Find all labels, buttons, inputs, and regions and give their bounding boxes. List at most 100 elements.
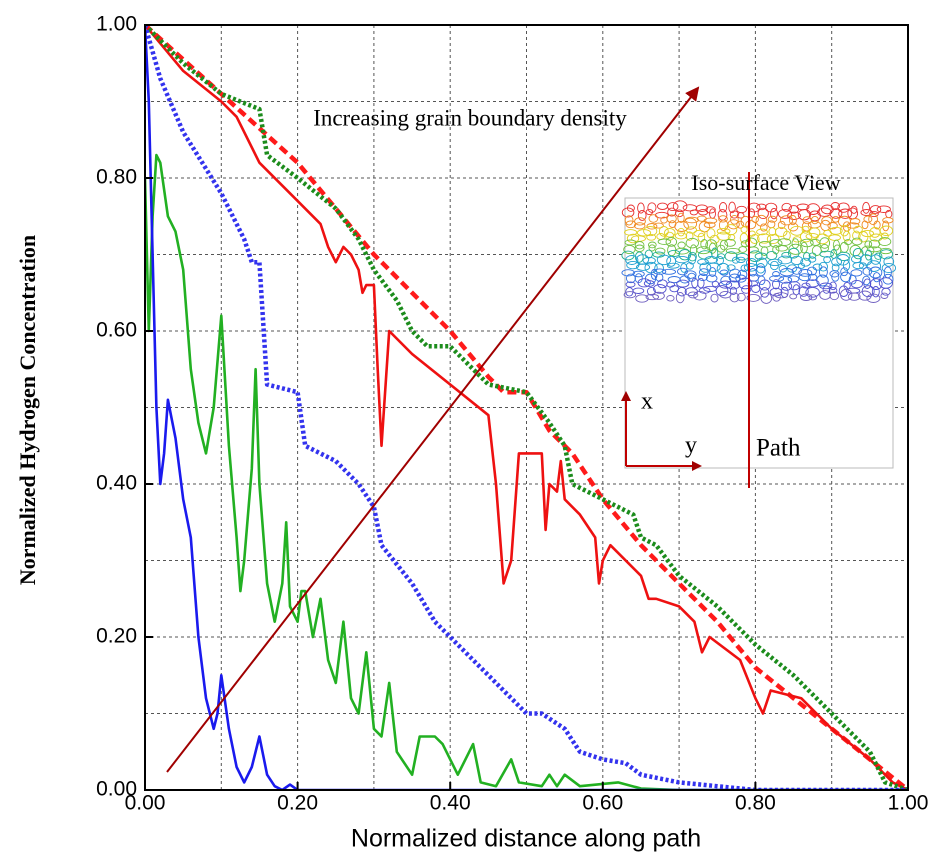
- inset-grain: [799, 230, 813, 243]
- inset-grain: [879, 225, 894, 237]
- inset-grain: [756, 228, 768, 236]
- inset-grain: [798, 286, 809, 297]
- series-line: [145, 25, 908, 790]
- inset-grain: [805, 232, 819, 240]
- inset-grain: [774, 292, 788, 299]
- arrow-text: Increasing grain boundary density: [313, 105, 627, 130]
- inset-grain: [790, 255, 804, 266]
- x-axis-label: Normalized distance along path: [351, 825, 701, 853]
- inset-grain: [764, 202, 778, 213]
- inset-grain: [675, 291, 685, 304]
- inset-grain: [823, 256, 831, 264]
- y-tick-label: 1.00: [96, 13, 137, 36]
- inset-grain: [682, 204, 698, 212]
- inset-grain: [625, 220, 637, 229]
- series-lines: [145, 25, 908, 790]
- inset-grain: [832, 239, 840, 251]
- inset-grain: [685, 226, 698, 234]
- inset-grain: [819, 250, 834, 258]
- inset-grain: [818, 261, 828, 272]
- inset-grain: [736, 256, 746, 264]
- inset-grain: [850, 269, 863, 277]
- inset-grain: [800, 241, 808, 254]
- inset-grain: [656, 254, 672, 266]
- inset-grain: [839, 224, 850, 237]
- inset-grain: [830, 202, 841, 211]
- inset-grain: [685, 262, 694, 270]
- inset-grain: [829, 208, 843, 219]
- inset-grains: [621, 200, 897, 304]
- inset-grain: [666, 214, 677, 224]
- inset-grain: [772, 244, 780, 255]
- inset-grain: [679, 275, 691, 284]
- inset-x-label: x: [641, 389, 653, 415]
- inset-grain: [880, 232, 889, 240]
- inset-grain: [666, 255, 677, 267]
- inset-grain: [876, 205, 891, 213]
- inset-grain: [685, 231, 694, 241]
- inset-grain: [883, 256, 895, 267]
- inset-grain: [842, 230, 851, 242]
- inset-grain: [770, 207, 778, 220]
- inset-grain: [740, 264, 749, 273]
- series-line: [145, 25, 908, 790]
- inset-grain: [858, 290, 872, 301]
- inset-grain: [797, 209, 811, 221]
- inset-grain: [719, 202, 728, 213]
- inset-grain: [695, 204, 709, 212]
- inset-grain: [850, 279, 863, 289]
- inset-grain: [800, 293, 813, 301]
- x-tick-label: 1.00: [888, 792, 929, 815]
- inset-grain: [756, 203, 767, 211]
- inset-grain: [655, 273, 664, 282]
- inset-grain: [838, 208, 853, 219]
- inset-grain: [868, 213, 878, 226]
- inset-grain: [740, 226, 748, 234]
- inset-grain: [851, 237, 863, 246]
- inset-grain: [879, 247, 892, 255]
- inset-grain: [846, 222, 860, 229]
- inset-grain: [880, 292, 889, 299]
- inset-grain: [788, 243, 803, 255]
- inset-grain: [769, 275, 785, 283]
- inset-grain: [745, 220, 757, 230]
- inset-grain: [820, 243, 829, 253]
- inset-grain: [727, 234, 736, 241]
- inset-grain: [767, 258, 783, 267]
- inset-grain: [731, 256, 740, 264]
- inset-grain: [777, 208, 793, 219]
- inset-grain: [729, 292, 740, 303]
- inset-grain: [754, 252, 768, 260]
- y-axis-label: Normalized Hydrogen Concentration: [15, 235, 40, 585]
- inset-grain: [657, 238, 672, 245]
- inset-grain: [697, 273, 708, 282]
- inset-grain: [697, 258, 709, 266]
- inset-grain: [778, 276, 793, 284]
- inset-grain: [746, 293, 761, 302]
- inset-grain: [829, 270, 840, 278]
- inset-grain: [646, 223, 658, 230]
- inset-grain: [879, 249, 894, 260]
- inset-grain: [665, 237, 678, 247]
- inset-grain: [637, 278, 651, 288]
- inset-grain: [729, 268, 741, 279]
- inset-grain: [642, 256, 656, 265]
- inset-grain: [775, 245, 789, 252]
- inset-grain: [777, 220, 786, 230]
- series-line: [145, 153, 908, 790]
- inset-grain: [800, 238, 814, 248]
- inset-grain: [758, 279, 771, 291]
- inset-grain: [831, 257, 843, 267]
- inset-grain: [635, 294, 649, 303]
- inset-grain: [637, 209, 647, 221]
- inset-grain: [780, 281, 793, 291]
- inset-grain: [711, 247, 719, 260]
- inset-grain: [724, 251, 738, 262]
- inset-grain: [840, 271, 852, 283]
- inset-grain: [807, 266, 817, 276]
- inset-grain: [827, 222, 838, 230]
- inset-grain: [858, 262, 867, 270]
- inset-grain: [828, 287, 838, 294]
- inset-grain: [667, 202, 679, 212]
- inset-grain: [829, 281, 837, 291]
